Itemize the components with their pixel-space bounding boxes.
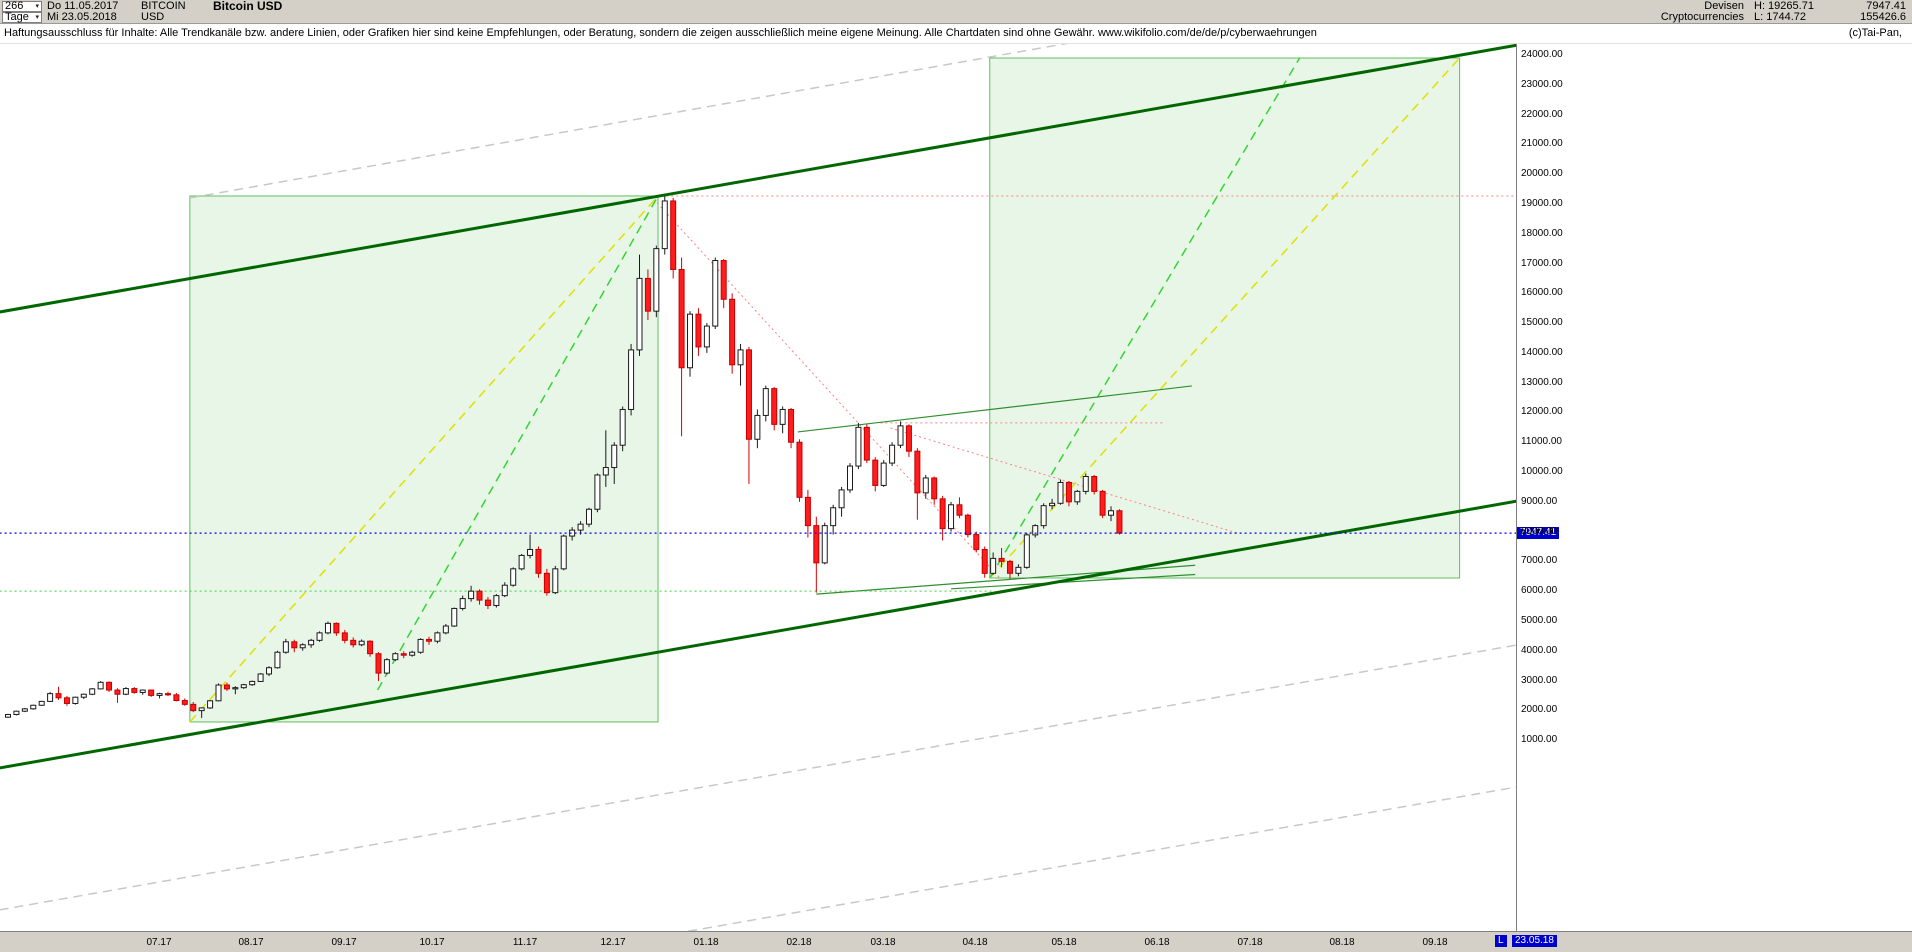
y-axis-label: 7000.00 — [1521, 555, 1558, 567]
chevron-down-icon: ▾ — [35, 14, 39, 21]
minor-support-2 — [951, 573, 1196, 590]
x-axis-label: 04.18 — [962, 937, 988, 948]
toolbar-row-1: 266 ▾ Do 11.05.2017 BITCOIN Bitcoin USD … — [2, 0, 1908, 13]
y-axis-label: 24000.00 — [1521, 49, 1563, 60]
x-axis-label: 03.18 — [870, 937, 896, 948]
x-axis-label: 07.18 — [1237, 937, 1263, 948]
speed-line-2 — [989, 57, 1301, 579]
y-axis-label: 18000.00 — [1521, 227, 1563, 239]
x-axis-label: 08.17 — [238, 937, 264, 948]
subcategory-label: Cryptocurrencies — [1660, 11, 1744, 23]
y-axis-label: 2000.00 — [1521, 704, 1558, 716]
minor-trendline-upper — [797, 385, 1192, 433]
y-axis-label: 21000.00 — [1521, 138, 1563, 150]
candles — [5, 196, 1123, 718]
toolbar-row-2: Tage ▾ Mi 23.05.2018 USD Cryptocurrencie… — [2, 12, 1908, 23]
y-axis-label: 5000.00 — [1521, 614, 1558, 626]
toolbar: 266 ▾ Do 11.05.2017 BITCOIN Bitcoin USD … — [0, 0, 1912, 24]
y-axis-label: 12000.00 — [1521, 406, 1563, 418]
bars-count-select[interactable]: 266 ▾ — [2, 1, 42, 12]
y-axis-label: 8000.00 — [1521, 525, 1558, 537]
x-axis-label: 07.17 — [146, 937, 172, 948]
time-axis: L 23.05.18 07.17 08.17 09.17 10.17 11.17 12.1… — [0, 931, 1912, 952]
downtrend-dotted-2 — [890, 427, 1238, 534]
y-axis-label: 1000.00 — [1521, 734, 1558, 746]
disclaimer-bar: Haftungsausschluss für Inhalte: Alle Tre… — [0, 24, 1912, 44]
target-diagonal-1 — [189, 195, 659, 723]
last-price-value: 7947.41 — [1866, 0, 1906, 12]
copyright-label: (c)Tai-Pan, — [1848, 27, 1902, 39]
y-axis-label: 22000.00 — [1521, 108, 1563, 120]
speed-line-1 — [376, 195, 659, 691]
y-axis-label: 16000.00 — [1521, 287, 1563, 299]
chart-canvas[interactable] — [0, 44, 1516, 931]
y-axis-label: 6000.00 — [1521, 585, 1558, 597]
last-date-chip: 23.05.18 — [1512, 935, 1557, 947]
y-axis-label: 15000.00 — [1521, 317, 1563, 329]
currency-field[interactable]: USD — [141, 11, 165, 23]
y-axis-label: 20000.00 — [1521, 168, 1563, 180]
price-axis: 7947.41 24000.00 23000.00 22000.00 21000.00… — [1516, 44, 1912, 931]
y-axis-label: 23000.00 — [1521, 78, 1563, 90]
y-axis-label: 11000.00 — [1521, 436, 1562, 448]
x-axis-label: 09.18 — [1422, 937, 1448, 948]
y-axis-label: 17000.00 — [1521, 257, 1563, 269]
y-axis-label: 19000.00 — [1521, 197, 1563, 209]
x-axis-label: 06.18 — [1144, 937, 1170, 948]
last-price-chip: 7947.41 — [1517, 527, 1560, 540]
period-low-value: L: 1744.72 — [1754, 11, 1806, 23]
period-value: Tage — [5, 11, 29, 23]
category-label: Devisen — [1704, 0, 1744, 12]
disclaimer-text: Haftungsausschluss für Inhalte: Alle Tre… — [4, 27, 1317, 39]
y-axis-label: 10000.00 — [1521, 466, 1563, 478]
parallel-guide-upper — [189, 44, 1069, 199]
parallel-guide-lower-1 — [0, 644, 1516, 911]
chevron-down-icon: ▾ — [35, 3, 39, 10]
parallel-guide-lower-2 — [685, 786, 1516, 931]
date-to-field[interactable]: Mi 23.05.2018 — [47, 11, 117, 23]
x-axis-label: 12.17 — [600, 937, 626, 948]
symbol-field[interactable]: BITCOIN — [141, 0, 186, 12]
y-axis-label: 13000.00 — [1521, 376, 1563, 388]
x-axis-label: 10.17 — [419, 937, 445, 948]
instrument-title: Bitcoin USD — [213, 0, 283, 13]
bars-count-value: 266 — [5, 0, 24, 12]
x-axis-label: 01.18 — [693, 937, 719, 948]
x-axis-label: 05.18 — [1051, 937, 1077, 948]
chart-region: 7947.41 24000.00 23000.00 22000.00 21000.00… — [0, 44, 1912, 952]
major-channel-upper — [0, 44, 1516, 314]
x-axis-label: 09.17 — [331, 937, 357, 948]
target-diagonal-2 — [989, 57, 1461, 579]
period-select[interactable]: Tage ▾ — [2, 12, 42, 23]
date-from-field[interactable]: Do 11.05.2017 — [47, 0, 119, 12]
x-axis-label: 08.18 — [1329, 937, 1355, 948]
major-channel-lower — [0, 499, 1516, 770]
y-axis-label: 9000.00 — [1521, 495, 1558, 507]
y-axis-label: 3000.00 — [1521, 674, 1558, 686]
last-bar-marker: L — [1495, 935, 1507, 947]
y-axis-label: 4000.00 — [1521, 644, 1558, 656]
x-axis-label: 11.17 — [512, 937, 538, 948]
period-high-value: H: 19265.71 — [1754, 0, 1814, 12]
y-axis-label: 14000.00 — [1521, 346, 1563, 358]
turnover-value: 155426.6 — [1860, 11, 1906, 23]
x-axis-label: 02.18 — [786, 937, 812, 948]
